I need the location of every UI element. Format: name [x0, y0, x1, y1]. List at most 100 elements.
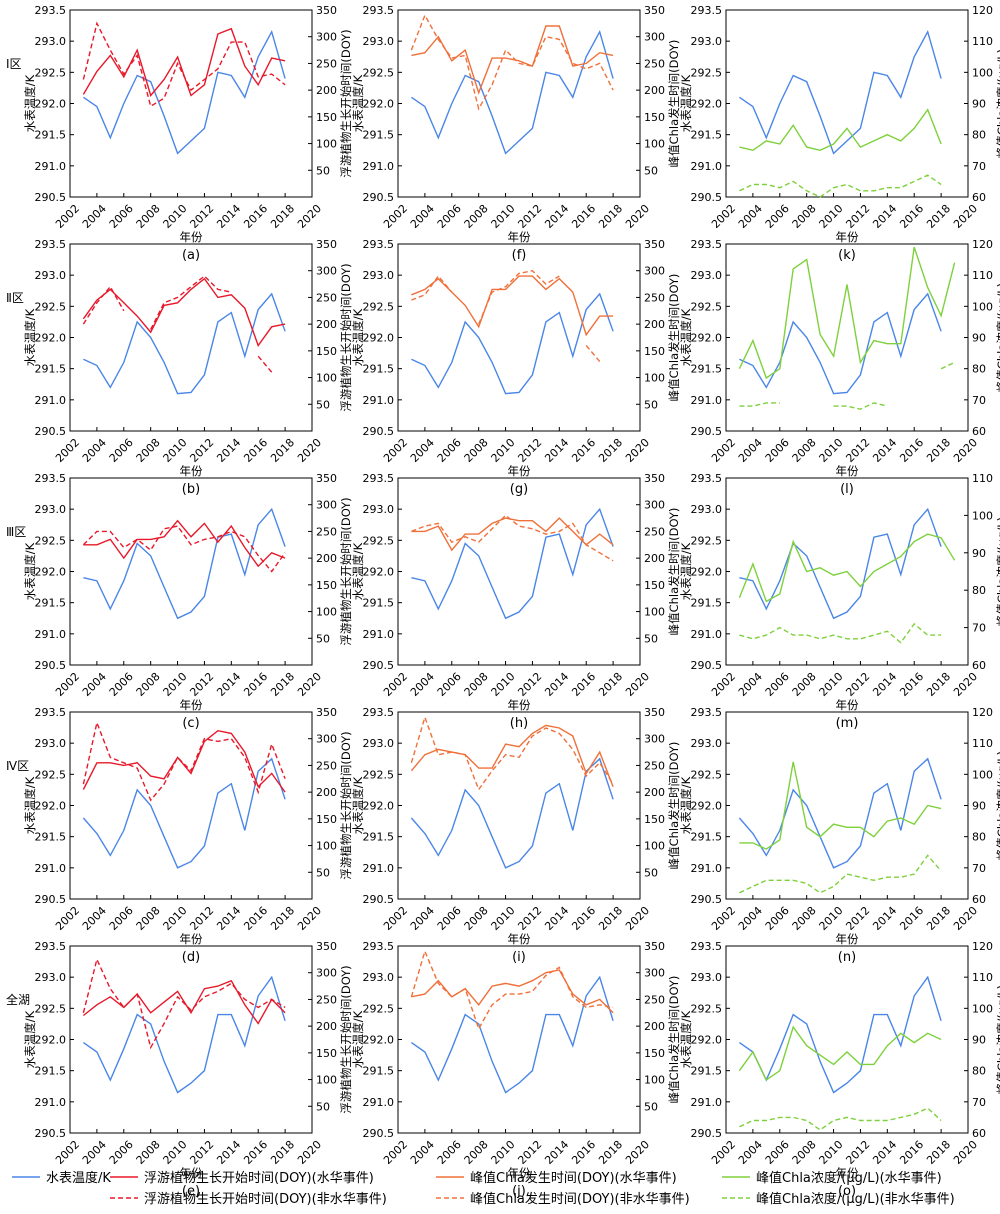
left-tick-label: 293.5: [35, 472, 67, 485]
x-tick-label: 2004: [736, 202, 765, 231]
x-tick-label: 2006: [107, 1138, 136, 1167]
panel-label: (j): [512, 1184, 526, 1199]
x-tick-label: 2014: [870, 904, 899, 933]
right-axis-title: 峰值Chla浓度/(μg/L): [995, 751, 1000, 860]
right-tick-label: 120: [972, 706, 993, 719]
right-axis-title: 浮游植物生长开始时间(DOY): [339, 731, 353, 879]
left-tick-label: 293.0: [35, 269, 67, 282]
right-tick-label: 200: [316, 318, 337, 331]
left-axis-title: 水表温度/K: [679, 542, 693, 600]
x-tick-label: 2020: [623, 436, 652, 465]
left-tick-label: 292.5: [35, 534, 67, 547]
x-tick-label: 2020: [623, 904, 652, 933]
panel-o: 290.5 291.0 291.5 292.0 292.5 293.0 293.5 60 70 8…: [679, 940, 1000, 1199]
right-tick-label: 50: [644, 866, 658, 879]
x-tick-label: 2012: [843, 904, 872, 933]
x-tick-label: 2010: [817, 670, 846, 699]
x-tick-label: 2012: [187, 1138, 216, 1167]
series-line-temperature: [83, 29, 286, 155]
right-tick-label: 90: [972, 1034, 986, 1047]
x-tick-label: 2014: [870, 1138, 899, 1167]
left-tick-label: 292.5: [363, 768, 395, 781]
plot-frame: [69, 9, 313, 198]
series-line-temperature: [411, 507, 614, 620]
right-tick-label: 60: [972, 1127, 986, 1140]
x-tick-label: 2016: [569, 670, 598, 699]
left-tick-label: 291.5: [363, 831, 395, 844]
right-tick-label: 100: [972, 66, 993, 79]
x-tick-label: 2014: [542, 1138, 571, 1167]
right-tick-label: 110: [972, 269, 993, 282]
left-tick-label: 291.5: [35, 1065, 67, 1078]
x-tick-label: 2016: [569, 436, 598, 465]
series-line-bloom: [739, 761, 942, 850]
x-tick-label: 2014: [214, 904, 243, 933]
left-tick-label: 293.0: [691, 35, 723, 48]
right-tick-label: 250: [316, 525, 337, 538]
right-tick-label: 200: [316, 84, 337, 97]
series-line-temperature: [82, 757, 286, 869]
right-tick-label: 200: [644, 552, 665, 565]
x-tick-label: 2006: [763, 904, 792, 933]
right-axis-title: 峰值Chla浓度/(μg/L): [995, 985, 1000, 1094]
x-tick-label: 2020: [951, 1138, 980, 1167]
series-line-bloom: [82, 979, 286, 1025]
left-tick-label: 291.5: [363, 129, 395, 142]
right-tick-label: 110: [972, 35, 993, 48]
right-tick-label: 120: [972, 238, 993, 251]
right-tick-label: 80: [972, 363, 986, 376]
x-tick-label: 2004: [80, 670, 109, 699]
right-tick-label: 300: [316, 499, 337, 512]
plot-frame: [397, 9, 641, 198]
series-line-bloom: [82, 729, 286, 793]
series-line-bloom: [411, 969, 614, 1014]
x-tick-label: 2002: [53, 904, 82, 933]
series-line-nonbloom: [410, 13, 614, 111]
right-axis-title: 峰值Chla发生时间(DOY): [667, 40, 681, 168]
right-tick-label: 250: [644, 993, 665, 1006]
x-tick-label: 2014: [214, 670, 243, 699]
right-tick-label: 250: [644, 291, 665, 304]
left-tick-label: 290.5: [35, 659, 67, 672]
series-line-nonbloom: [410, 715, 614, 791]
left-tick-label: 293.5: [691, 238, 723, 251]
x-tick-label: 2004: [408, 1138, 437, 1167]
x-tick-label: 2006: [763, 670, 792, 699]
left-tick-label: 291.5: [363, 363, 395, 376]
left-tick-label: 291.5: [691, 597, 723, 610]
right-tick-label: 250: [644, 759, 665, 772]
left-tick-label: 291.0: [35, 160, 67, 173]
plot-frame: [725, 711, 969, 900]
right-tick-label: 70: [972, 394, 986, 407]
x-axis-title: 年份: [180, 230, 203, 244]
x-tick-label: 2010: [489, 904, 518, 933]
x-tick-label: 2004: [408, 904, 437, 933]
x-tick-label: 2002: [709, 202, 738, 231]
right-tick-label: 100: [644, 138, 665, 151]
panel-label: (m): [836, 716, 859, 731]
left-axis-title: 水表温度/K: [679, 776, 693, 834]
right-tick-label: 300: [644, 31, 665, 44]
x-tick-label: 2014: [214, 1138, 243, 1167]
right-tick-label: 200: [316, 552, 337, 565]
right-tick-label: 80: [972, 831, 986, 844]
row-label: Ⅱ区: [6, 291, 24, 305]
x-axis-title: 年份: [180, 1166, 203, 1180]
plot-frame: [69, 711, 313, 900]
left-tick-label: 291.5: [35, 597, 67, 610]
right-tick-label: 60: [972, 893, 986, 906]
right-tick-label: 100: [644, 372, 665, 385]
x-tick-label: 2012: [515, 202, 544, 231]
legend: 水表温度/K 浮游植物生长开始时间(DOY)(水华事件) 浮游植物生长开始时间(DO…: [12, 1170, 955, 1207]
right-tick-label: 80: [972, 584, 986, 597]
x-tick-label: 2018: [596, 1138, 625, 1167]
x-tick-label: 2016: [897, 436, 926, 465]
series-line-nonbloom: [739, 1107, 942, 1131]
right-tick-label: 60: [972, 425, 986, 438]
right-axis-title: 峰值Chla发生时间(DOY): [667, 976, 681, 1104]
x-tick-label: 2010: [489, 670, 518, 699]
series-line-temperature: [739, 292, 942, 395]
series-line-temperature: [739, 29, 942, 155]
left-tick-label: 292.5: [35, 300, 67, 313]
x-tick-label: 2006: [107, 202, 136, 231]
